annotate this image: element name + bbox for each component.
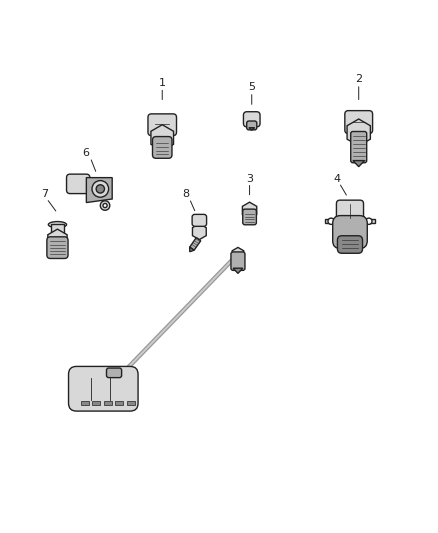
FancyBboxPatch shape	[337, 236, 363, 253]
FancyBboxPatch shape	[345, 111, 373, 133]
Text: 5: 5	[248, 83, 255, 93]
FancyBboxPatch shape	[247, 121, 257, 130]
Polygon shape	[48, 229, 67, 252]
Bar	[104, 401, 112, 405]
FancyBboxPatch shape	[152, 136, 172, 158]
Polygon shape	[190, 238, 201, 250]
FancyBboxPatch shape	[336, 200, 364, 222]
Text: 2: 2	[355, 74, 362, 84]
FancyBboxPatch shape	[244, 112, 260, 127]
FancyBboxPatch shape	[68, 366, 138, 411]
Polygon shape	[151, 125, 173, 151]
Polygon shape	[347, 119, 371, 146]
Polygon shape	[249, 128, 254, 130]
Bar	[92, 401, 100, 405]
Circle shape	[366, 218, 372, 224]
Text: 4: 4	[333, 174, 340, 184]
FancyBboxPatch shape	[67, 174, 90, 193]
Polygon shape	[86, 177, 112, 203]
Polygon shape	[325, 219, 375, 223]
Bar	[81, 401, 89, 405]
Ellipse shape	[48, 222, 67, 228]
Circle shape	[103, 204, 107, 208]
Polygon shape	[190, 247, 194, 252]
Polygon shape	[353, 160, 364, 167]
Polygon shape	[242, 202, 257, 219]
FancyBboxPatch shape	[192, 214, 207, 227]
Circle shape	[328, 218, 334, 224]
FancyBboxPatch shape	[333, 215, 367, 248]
Circle shape	[100, 201, 110, 211]
Text: 1: 1	[159, 78, 166, 88]
FancyBboxPatch shape	[231, 252, 245, 270]
Bar	[115, 401, 124, 405]
Bar	[127, 401, 135, 405]
Circle shape	[96, 185, 105, 193]
Polygon shape	[232, 247, 244, 261]
Text: 7: 7	[41, 189, 48, 199]
Polygon shape	[192, 224, 206, 240]
FancyBboxPatch shape	[243, 209, 256, 225]
Text: 6: 6	[82, 148, 89, 158]
FancyBboxPatch shape	[106, 368, 122, 377]
Text: 3: 3	[246, 174, 253, 184]
FancyBboxPatch shape	[51, 224, 64, 235]
FancyBboxPatch shape	[351, 132, 367, 163]
FancyBboxPatch shape	[148, 114, 177, 135]
FancyBboxPatch shape	[47, 237, 68, 259]
Polygon shape	[233, 268, 243, 273]
Circle shape	[92, 181, 109, 197]
Text: 8: 8	[183, 189, 190, 199]
